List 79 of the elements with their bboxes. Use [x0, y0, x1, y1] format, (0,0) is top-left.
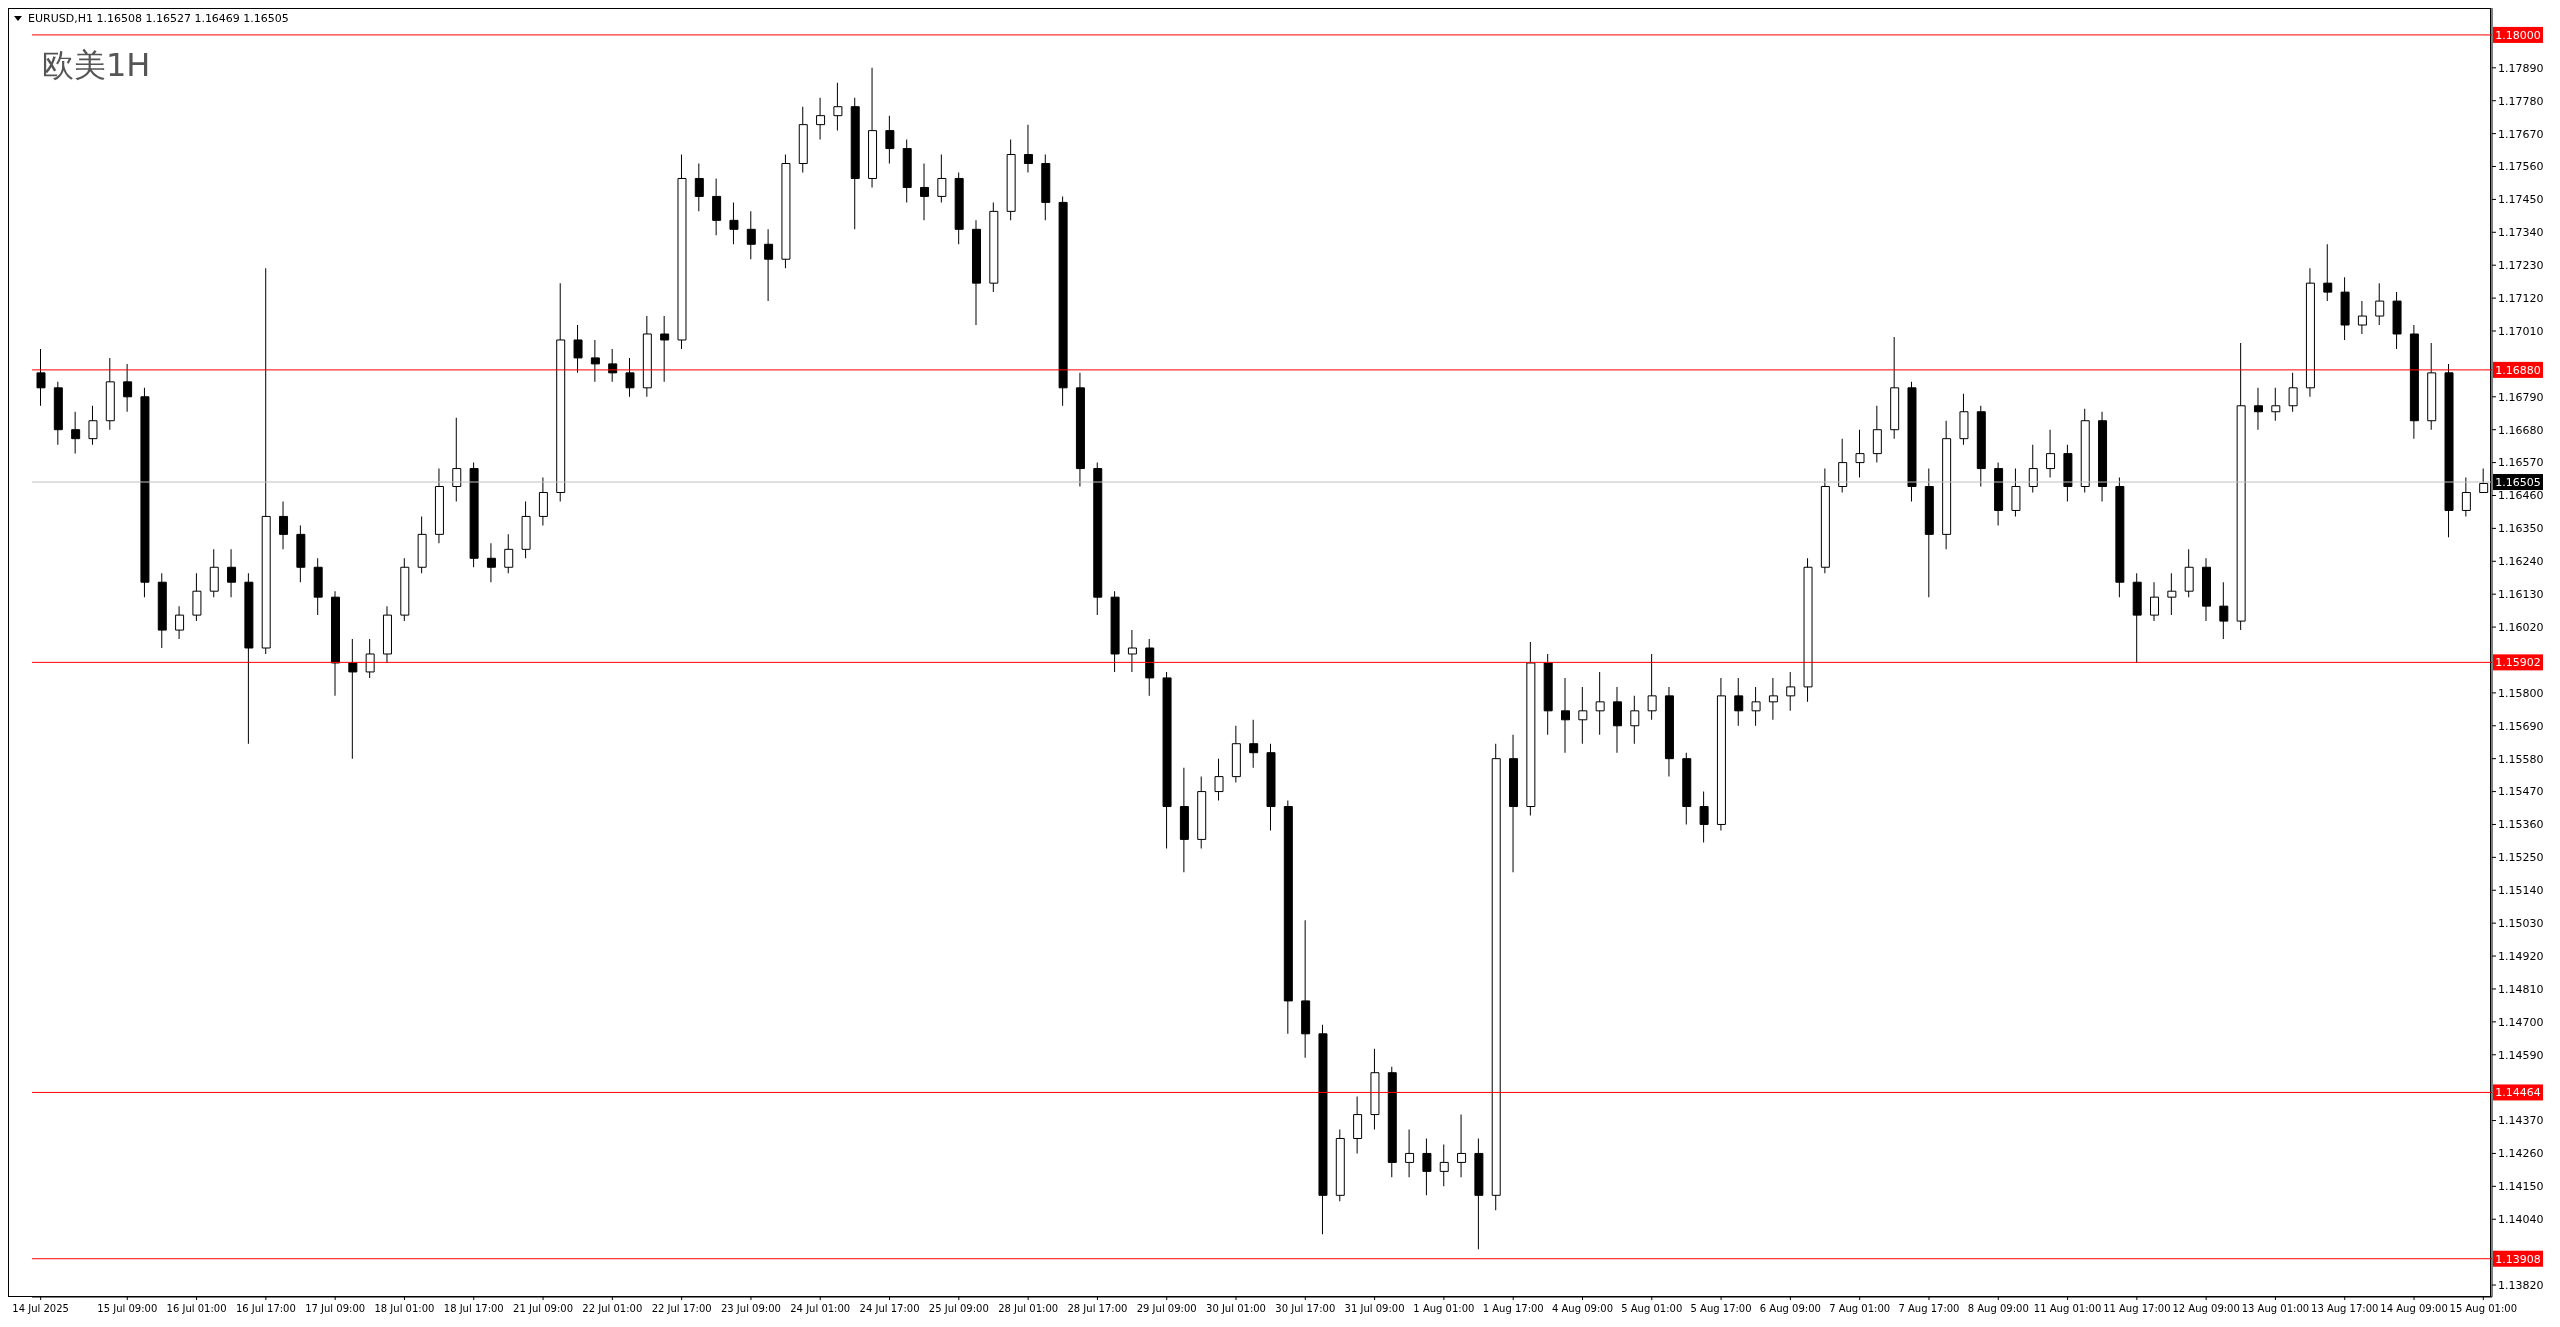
y-tick-label: 1.15470 [2498, 785, 2544, 799]
y-tick-label: 1.17340 [2498, 226, 2544, 240]
y-tick-label: 1.17230 [2498, 259, 2544, 273]
y-tick-label: 1.17890 [2498, 61, 2544, 75]
y-tick-label: 1.16460 [2498, 489, 2544, 503]
x-tick-label: 11 Aug 17:00 [2103, 1303, 2171, 1314]
y-tick-label: 1.17120 [2498, 292, 2544, 305]
x-tick-label: 14 Aug 09:00 [2380, 1303, 2448, 1314]
chart-title: EURUSD,H1 1.16508 1.16527 1.16469 1.16505 [28, 12, 289, 25]
y-tick-label: 1.15690 [2498, 719, 2544, 733]
y-tick-label: 1.17450 [2498, 193, 2544, 207]
x-tick-label: 1 Aug 17:00 [1482, 1303, 1544, 1314]
ref-line-label: 1.15902 [2495, 656, 2541, 670]
x-tick-label: 7 Aug 01:00 [1829, 1303, 1891, 1314]
ref-line-label: 1.13908 [2495, 1252, 2541, 1266]
x-tick-label: 18 Jul 01:00 [374, 1303, 435, 1314]
x-tick-label: 28 Jul 17:00 [1067, 1303, 1128, 1314]
y-tick-label: 1.16130 [2498, 588, 2544, 602]
y-tick-label: 1.13820 [2498, 1278, 2544, 1292]
x-tick-label: 5 Aug 17:00 [1690, 1303, 1752, 1314]
y-tick-label: 1.14810 [2498, 982, 2544, 996]
x-tick-label: 7 Aug 17:00 [1898, 1303, 1960, 1314]
y-tick-label: 1.14590 [2498, 1048, 2544, 1062]
y-tick-label: 1.14700 [2498, 1015, 2544, 1029]
x-tick-label: 13 Aug 17:00 [2311, 1303, 2379, 1314]
y-tick-label: 1.15360 [2498, 818, 2544, 832]
y-tick-label: 1.15800 [2498, 686, 2544, 700]
x-tick-label: 24 Jul 17:00 [859, 1303, 920, 1314]
annotation: 欧美1H [42, 45, 151, 86]
x-tick-label: 25 Jul 09:00 [928, 1303, 989, 1314]
y-tick-label: 1.16680 [2498, 423, 2544, 437]
y-tick-label: 1.16020 [2498, 620, 2544, 634]
x-tick-label: 1 Aug 01:00 [1413, 1303, 1475, 1314]
x-tick-label: 6 Aug 09:00 [1759, 1303, 1821, 1314]
x-tick-label: 22 Jul 01:00 [582, 1303, 643, 1314]
x-tick-label: 30 Jul 17:00 [1275, 1303, 1336, 1314]
y-tick-label: 1.14260 [2498, 1147, 2544, 1161]
x-tick-label: 4 Aug 09:00 [1551, 1303, 1614, 1314]
y-tick-label: 1.16790 [2498, 390, 2544, 404]
y-tick-label: 1.16240 [2498, 555, 2544, 569]
x-tick-label: 11 Aug 01:00 [2033, 1303, 2102, 1314]
y-tick-label: 1.14040 [2498, 1213, 2544, 1227]
ref-line-label: 1.18000 [2495, 28, 2541, 42]
x-tick-label: 17 Jul 09:00 [305, 1303, 366, 1314]
x-tick-label: 13 Aug 01:00 [2241, 1303, 2310, 1314]
x-tick-label: 31 Jul 09:00 [1344, 1303, 1405, 1314]
y-tick-label: 1.16350 [2498, 522, 2544, 536]
y-tick-label: 1.15580 [2498, 752, 2544, 766]
y-tick-label: 1.16570 [2498, 456, 2544, 470]
x-tick-label: 22 Jul 17:00 [651, 1303, 712, 1314]
x-tick-label: 15 Aug 01:00 [2449, 1303, 2518, 1314]
y-tick-label: 1.17670 [2498, 127, 2544, 141]
y-tick-label: 1.14370 [2498, 1114, 2544, 1128]
x-tick-label: 16 Jul 17:00 [235, 1303, 296, 1314]
candlestick [348, 639, 358, 759]
y-tick-label: 1.14920 [2498, 949, 2544, 963]
x-tick-label: 14 Jul 2025 [12, 1303, 69, 1314]
y-tick-label: 1.14150 [2498, 1180, 2544, 1194]
x-tick-label: 16 Jul 01:00 [166, 1303, 227, 1314]
x-tick-label: 12 Aug 09:00 [2172, 1303, 2240, 1314]
ref-line-label: 1.16505 [2495, 476, 2541, 490]
x-tick-label: 28 Jul 01:00 [998, 1303, 1059, 1314]
x-tick-label: 30 Jul 01:00 [1206, 1303, 1266, 1314]
y-tick-label: 1.17560 [2498, 160, 2544, 174]
y-tick-label: 1.17780 [2498, 94, 2544, 108]
ref-line-label: 1.16880 [2495, 363, 2541, 377]
y-tick-label: 1.15030 [2498, 917, 2544, 931]
x-tick-label: 24 Jul 01:00 [790, 1303, 851, 1314]
ref-line-label: 1.14464 [2495, 1086, 2541, 1100]
x-tick-label: 23 Jul 09:00 [720, 1303, 781, 1314]
x-tick-label: 15 Jul 09:00 [97, 1303, 158, 1314]
x-tick-label: 5 Aug 01:00 [1621, 1303, 1683, 1314]
x-tick-label: 21 Jul 09:00 [513, 1303, 574, 1314]
y-tick-label: 1.15140 [2498, 884, 2544, 898]
x-tick-label: 29 Jul 09:00 [1136, 1303, 1197, 1314]
x-tick-label: 18 Jul 17:00 [443, 1303, 504, 1314]
y-tick-label: 1.17010 [2498, 324, 2544, 338]
x-tick-label: 8 Aug 09:00 [1967, 1303, 2029, 1314]
y-tick-label: 1.15250 [2498, 851, 2544, 865]
